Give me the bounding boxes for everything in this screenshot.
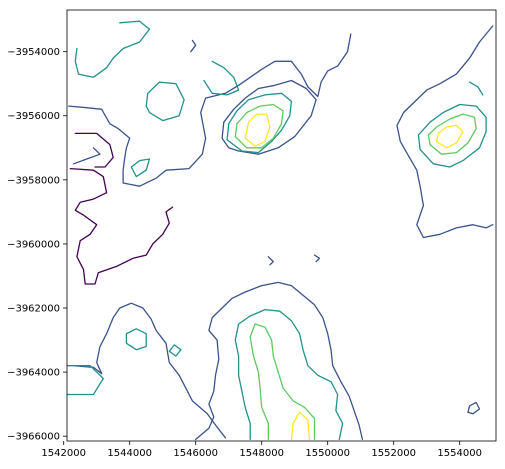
contour-line-level-2-3 [72,147,101,165]
contour-line-level-3-12 [74,20,151,78]
contour-line-level-3-19 [125,328,147,351]
contour-line-level-2-10 [190,39,197,53]
x-axis: 1542000 1544000 1546000 1548000 1550000 15520… [41,441,482,459]
contour-line-level-3-18 [468,81,484,96]
x-tick-label: 1550000 [305,448,350,459]
y-tick-label: −3964000 [7,368,60,379]
contour-line-level-3-20 [168,344,182,357]
plot-frame [66,9,497,442]
x-tick-label: 1542000 [41,448,86,459]
contour-line-level-4-24 [427,113,477,155]
contour-line-level-3-16 [130,158,151,178]
contour-line-level-2-2 [68,33,352,187]
contour-line-level-2-5 [396,25,494,239]
contour-line-level-5-27 [435,124,464,149]
contour-line-level-4-23 [234,103,284,149]
contour-line-level-2-7 [195,281,364,441]
x-tick-label: 1548000 [239,448,284,459]
y-tick-label: −3954000 [7,47,60,58]
x-tick-label: 1554000 [437,448,482,459]
contour-line-level-2-4 [221,79,317,155]
contour-line-level-3-15 [226,92,293,154]
y-tick-label: −3962000 [7,304,60,315]
contour-line-level-4-25 [249,323,316,441]
contour-line-level-5-28 [290,411,311,441]
contour-line-level-2-9 [313,254,321,263]
contour-lines [67,20,494,441]
contour-line-level-2-8 [267,256,274,266]
contour-line-level-1-1 [74,132,114,168]
x-tick-label: 1544000 [107,448,152,459]
contour-line-level-2-11 [467,401,481,415]
y-tick-label: −3966000 [7,432,60,443]
contour-line-level-5-26 [244,113,271,147]
contour-line-level-3-13 [145,81,185,122]
y-tick-label: −3958000 [7,175,60,186]
x-tick-label: 1546000 [173,448,218,459]
y-tick-label: −3960000 [7,239,60,250]
contour-line-level-1-0 [69,167,174,285]
y-axis: −3954000 −3956000 −3958000 −3960000 −3962000… [7,47,67,443]
contour-line-level-3-21 [67,365,104,396]
x-tick-label: 1552000 [371,448,416,459]
contour-line-level-2-6 [72,302,227,439]
contour-line-level-3-17 [417,103,487,168]
y-tick-label: −3956000 [7,111,60,122]
contour-line-level-3-14 [203,60,240,96]
contour-line-level-3-22 [234,308,344,441]
